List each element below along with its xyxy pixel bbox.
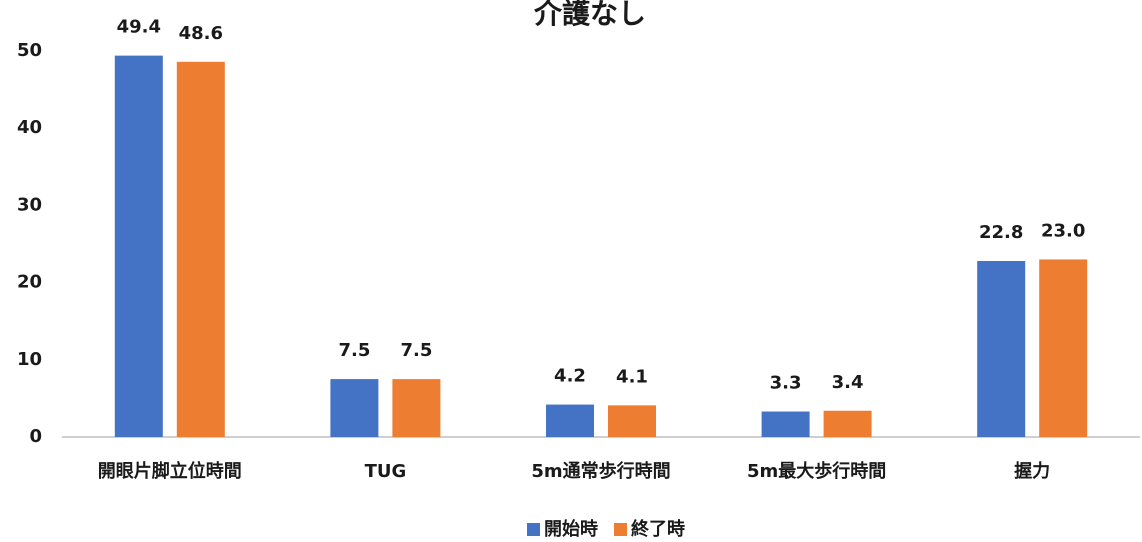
bar (176, 61, 225, 438)
y-tick-label: 40 (17, 117, 42, 138)
legend-label: 終了時 (631, 518, 685, 540)
y-tick-label: 50 (17, 40, 42, 61)
value-label: 49.4 (117, 17, 161, 38)
x-tick-label: 5m通常歩行時間 (531, 460, 670, 482)
bar (761, 411, 810, 437)
value-label: 7.5 (400, 340, 432, 361)
y-tick-label: 30 (17, 194, 42, 215)
legend-swatch (527, 523, 540, 536)
x-tick-label: TUG (365, 461, 407, 482)
bar (977, 260, 1026, 437)
x-tick-label: 開眼片脚立位時間 (98, 460, 242, 482)
value-label: 48.6 (179, 23, 223, 44)
chart-title: 介護なし (533, 0, 646, 30)
value-label: 3.4 (832, 372, 864, 393)
bar (114, 55, 163, 438)
bar (330, 379, 379, 437)
value-label: 23.0 (1041, 220, 1085, 241)
y-tick-label: 10 (17, 349, 42, 370)
x-tick-label: 握力 (1014, 460, 1050, 482)
value-label: 4.2 (554, 366, 586, 387)
bar (392, 379, 441, 437)
bar (823, 410, 872, 437)
bar (546, 404, 594, 437)
legend-swatch (614, 523, 627, 536)
legend-label: 開始時 (544, 518, 598, 540)
value-label: 3.3 (770, 373, 802, 394)
x-tick-label: 5m最大歩行時間 (747, 460, 886, 482)
y-tick-label: 0 (29, 426, 42, 447)
value-label: 22.8 (979, 222, 1023, 243)
bar (1039, 259, 1088, 437)
value-label: 7.5 (338, 340, 370, 361)
y-tick-label: 20 (17, 272, 42, 293)
value-label: 4.1 (616, 366, 648, 387)
bar (608, 405, 656, 437)
